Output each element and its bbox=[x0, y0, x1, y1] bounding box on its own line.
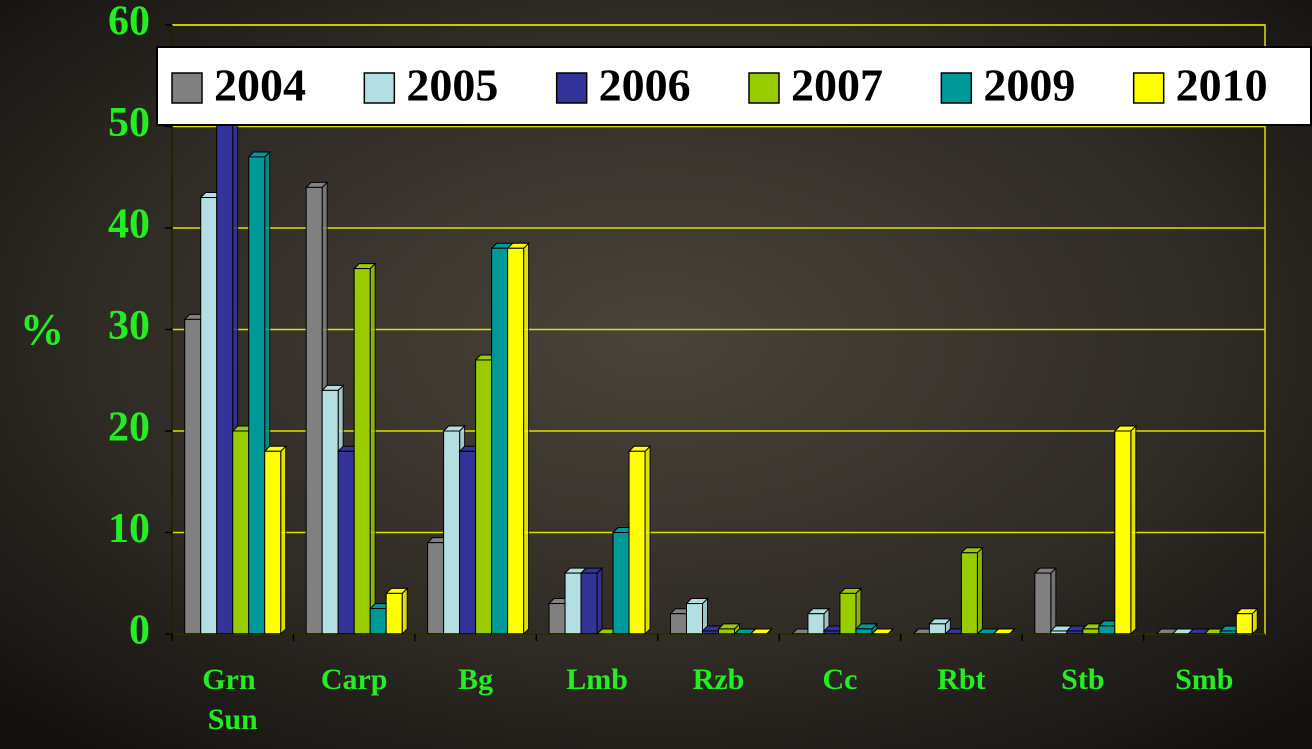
y-tick-label: 20 bbox=[108, 405, 150, 451]
x-tick-label: Smb bbox=[1175, 663, 1233, 696]
legend-swatch bbox=[940, 72, 973, 104]
y-tick-label: 60 bbox=[108, 0, 150, 45]
y-tick-label: 30 bbox=[108, 303, 150, 349]
y-tick-label: 50 bbox=[108, 100, 150, 146]
y-tick-label: 40 bbox=[108, 202, 150, 248]
bar bbox=[216, 75, 234, 635]
bar bbox=[475, 359, 493, 635]
legend-label: 2009 bbox=[983, 60, 1075, 111]
x-tick-label: Stb bbox=[1061, 663, 1104, 696]
bar-side bbox=[976, 546, 983, 636]
bar bbox=[385, 592, 403, 635]
legend-swatch bbox=[171, 72, 203, 104]
legend-swatch bbox=[748, 72, 780, 104]
bar bbox=[305, 186, 323, 635]
bar bbox=[612, 532, 630, 635]
bar-side bbox=[1130, 424, 1137, 636]
legend-swatch bbox=[1132, 72, 1165, 104]
bar bbox=[855, 628, 873, 635]
bar bbox=[1082, 628, 1100, 635]
legend-label: 2007 bbox=[791, 60, 883, 111]
bar bbox=[337, 450, 355, 635]
legend-label: 2006 bbox=[599, 60, 691, 111]
bar-side bbox=[401, 587, 408, 636]
bar bbox=[839, 592, 857, 635]
bar bbox=[200, 197, 218, 635]
legend-box bbox=[156, 46, 1312, 126]
bar bbox=[1235, 613, 1253, 635]
x-tick-label: Bg bbox=[458, 663, 493, 696]
legend-label: 2010 bbox=[1176, 60, 1268, 111]
bar bbox=[548, 603, 566, 635]
bar bbox=[928, 623, 946, 635]
x-tick-label: Grn Sun bbox=[202, 663, 263, 736]
bar bbox=[459, 450, 477, 635]
y-tick-label: 0 bbox=[129, 608, 150, 654]
bar bbox=[628, 450, 646, 635]
bar-side bbox=[369, 262, 376, 636]
x-tick-label: Rzb bbox=[693, 663, 745, 696]
bar bbox=[580, 572, 598, 635]
bar bbox=[807, 613, 825, 635]
bar bbox=[232, 430, 250, 635]
y-tick-label: 10 bbox=[108, 506, 150, 552]
bar bbox=[369, 608, 387, 635]
bar bbox=[427, 542, 445, 635]
x-tick-label-line: Sun bbox=[208, 703, 258, 736]
legend-swatch bbox=[555, 72, 588, 104]
y-axis-label: % bbox=[20, 305, 64, 354]
legend-swatch bbox=[363, 72, 396, 104]
bar-side bbox=[596, 566, 603, 636]
x-tick-label-line: Grn bbox=[202, 663, 263, 696]
bar-side bbox=[1050, 566, 1057, 636]
bar bbox=[353, 268, 371, 635]
x-tick-label: Cc bbox=[822, 663, 857, 696]
x-tick-label: Carp bbox=[321, 663, 388, 696]
bar-side bbox=[523, 242, 530, 636]
bar bbox=[264, 450, 282, 635]
bar bbox=[248, 156, 266, 635]
bar bbox=[960, 552, 978, 635]
bar bbox=[1098, 625, 1116, 635]
x-tick-label: Lmb bbox=[566, 663, 628, 696]
bar bbox=[686, 603, 703, 635]
x-tick-label: Rbt bbox=[937, 663, 985, 696]
legend-label: 2005 bbox=[406, 60, 498, 111]
bar bbox=[491, 247, 509, 635]
legend-label: 2004 bbox=[214, 60, 306, 111]
bar-side bbox=[644, 445, 651, 636]
bar bbox=[564, 572, 582, 635]
bar bbox=[718, 628, 735, 635]
bar bbox=[184, 318, 202, 635]
bar bbox=[443, 430, 461, 635]
bar bbox=[321, 389, 339, 635]
bar bbox=[670, 613, 687, 635]
bar bbox=[507, 247, 525, 635]
bar bbox=[1114, 430, 1132, 635]
bar-side bbox=[280, 445, 287, 636]
bar bbox=[1034, 572, 1052, 635]
